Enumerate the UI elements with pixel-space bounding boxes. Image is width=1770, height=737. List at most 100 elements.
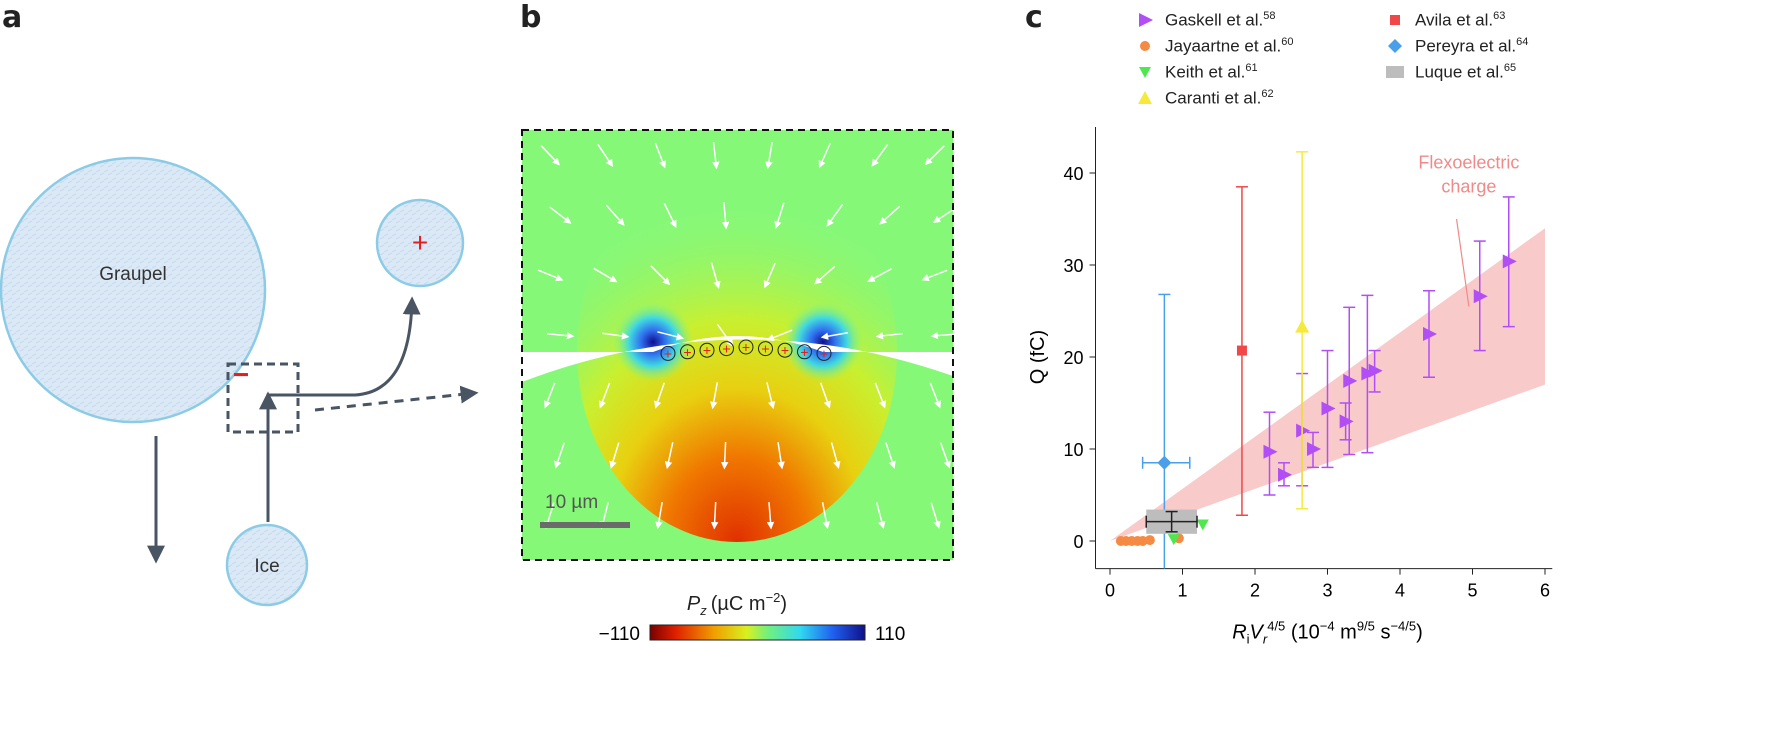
right-pole-region	[783, 302, 863, 382]
x-tick-label: 6	[1540, 581, 1550, 601]
field-arrow	[826, 203, 844, 227]
dashed-trajectory-arrow	[314, 385, 479, 412]
legend-reference: 64	[1516, 36, 1529, 48]
data-point	[1296, 423, 1311, 438]
field-arrow	[602, 332, 630, 340]
field-arrow	[710, 501, 719, 530]
data-point	[1144, 535, 1155, 546]
annotation-text: charge	[1441, 176, 1496, 196]
positive-charge-symbol: +	[722, 341, 730, 357]
positive-charge-symbol: +	[703, 342, 711, 358]
positive-charge-symbol: +	[683, 344, 691, 360]
contact-region-box	[226, 362, 300, 434]
left-pole-region	[613, 302, 693, 382]
y-tick-label: 0	[1073, 532, 1083, 552]
data-point	[1423, 327, 1437, 341]
field-arrow	[766, 382, 776, 410]
field-arrow	[712, 141, 720, 170]
panel-label-b: b	[520, 0, 542, 35]
positive-charge-symbol: +	[761, 341, 769, 357]
panel-label-a: a	[2, 0, 23, 35]
field-arrow	[599, 382, 611, 409]
y-tick-label: 20	[1063, 348, 1083, 368]
ice-label: Ice	[254, 556, 279, 577]
panel-a-diagram: Graupel + Ice −	[0, 156, 479, 607]
y-axis-label: Q (fC)	[1030, 330, 1049, 384]
field-arrow	[830, 442, 841, 469]
positive-charge-marker	[680, 344, 695, 360]
graupel-particle	[0, 156, 267, 424]
positive-charge-marker	[738, 339, 754, 355]
field-arrow	[710, 382, 719, 410]
legend-item: Luque et al.65	[1385, 62, 1516, 83]
field-arrow	[663, 202, 677, 229]
data-point	[1295, 319, 1310, 333]
field-arrow	[820, 332, 848, 340]
series-gaskell	[1263, 196, 1517, 496]
positive-charge-sign: +	[412, 227, 428, 258]
colorbar-max: 110	[875, 624, 905, 645]
data-point	[1307, 442, 1321, 456]
x-tick-label: 0	[1105, 581, 1115, 601]
legend-reference: 65	[1503, 62, 1517, 74]
series-avila	[1235, 186, 1248, 516]
legend-marker	[1139, 13, 1153, 28]
data-point	[1321, 401, 1336, 416]
legend-label: Pereyra et al.64	[1415, 36, 1529, 56]
legend-reference: 61	[1245, 62, 1258, 74]
positive-charge-marker	[699, 342, 715, 358]
positive-charge-symbol: +	[742, 339, 750, 355]
positive-charge-marker	[660, 345, 676, 361]
x-tick-label: 1	[1177, 581, 1187, 601]
positive-charge-marker	[777, 342, 793, 358]
field-arrow	[537, 269, 564, 282]
field-frame	[521, 129, 954, 561]
field-arrow	[654, 142, 667, 169]
legend-item: Avila et al.63	[1385, 10, 1505, 31]
legend-reference: 60	[1281, 36, 1294, 48]
positive-charge-symbol: +	[820, 345, 828, 361]
field-arrow	[879, 205, 901, 225]
data-point	[1502, 254, 1517, 269]
field-arrow	[655, 502, 663, 530]
field-arrow	[710, 262, 721, 289]
data-point	[1196, 519, 1209, 531]
charged-ice-particle	[375, 198, 465, 288]
data-point	[1236, 345, 1247, 356]
field-arrows	[537, 141, 953, 530]
data-point	[1473, 289, 1488, 304]
y-tick-label: 40	[1063, 164, 1083, 184]
data-point	[1157, 455, 1172, 470]
legend-label: Keith et al.61	[1165, 62, 1258, 82]
field-arrow	[664, 442, 674, 470]
x-tick-label: 4	[1395, 581, 1405, 601]
data-point	[1339, 414, 1354, 429]
legend-marker	[1390, 15, 1400, 26]
field-arrow	[766, 329, 793, 342]
legend-label: Avila et al.63	[1415, 10, 1506, 30]
panel-label-c: c	[1025, 0, 1043, 35]
field-arrow	[777, 442, 785, 470]
field-arrow	[609, 442, 620, 469]
field-arrow	[605, 204, 625, 226]
field-arrow	[930, 331, 953, 340]
annotation-text: Flexoelectric	[1418, 152, 1519, 172]
field-arrow	[929, 382, 942, 409]
ice-particle	[225, 523, 309, 607]
x-axis-label: RiVr4/5 (10−4 m9/5 s−4/5)	[1232, 619, 1423, 647]
y-tick-label: 10	[1063, 440, 1083, 460]
field-arrow	[921, 269, 948, 282]
legend-label: Gaskell et al.58	[1165, 10, 1276, 30]
field-arrow	[765, 142, 773, 170]
field-arrow	[543, 382, 556, 409]
field-arrow	[924, 145, 945, 166]
panel-c-chart: 0 1 2 3 4 5 6 0 10 20 30 40 Q (fC) RiVr4/5 (10−4 m9/5…	[1030, 127, 1553, 647]
negative-charge-sign: −	[233, 359, 249, 390]
positive-charge-marker	[719, 341, 734, 357]
data-point	[1137, 536, 1148, 546]
field-arrow	[721, 201, 730, 230]
annotation-pointer	[1455, 218, 1470, 307]
field-arrow	[774, 202, 785, 229]
legend-item: Caranti et al.62	[1135, 88, 1274, 109]
